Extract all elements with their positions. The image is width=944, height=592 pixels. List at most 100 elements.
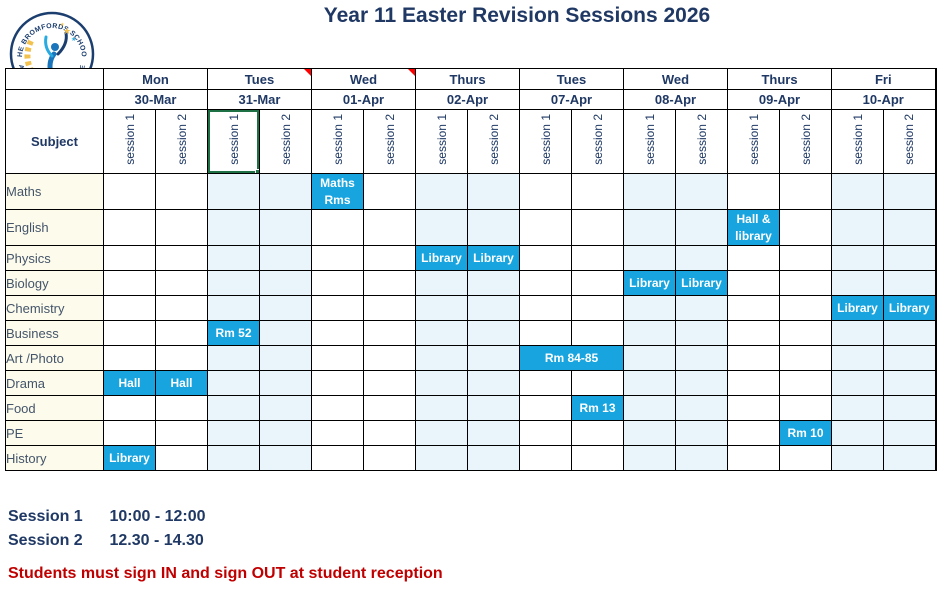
date-header-4[interactable]: 07-Apr (519, 89, 624, 110)
empty-cell[interactable] (363, 370, 416, 396)
empty-cell[interactable] (779, 209, 832, 246)
empty-cell[interactable] (883, 420, 937, 446)
booking-cell[interactable]: Library (883, 295, 937, 321)
empty-cell[interactable] (467, 445, 520, 471)
empty-cell[interactable] (259, 395, 312, 421)
date-header-5[interactable]: 08-Apr (623, 89, 728, 110)
empty-cell[interactable] (363, 245, 416, 271)
booking-cell[interactable]: Library (623, 270, 676, 296)
empty-cell[interactable] (415, 320, 468, 346)
empty-cell[interactable] (311, 395, 364, 421)
empty-cell[interactable] (675, 173, 728, 210)
empty-cell[interactable] (207, 420, 260, 446)
empty-cell[interactable] (883, 345, 937, 371)
empty-cell[interactable] (155, 445, 208, 471)
empty-cell[interactable] (415, 209, 468, 246)
subject-label[interactable]: PE (5, 420, 104, 446)
empty-cell[interactable] (259, 445, 312, 471)
empty-cell[interactable] (571, 445, 624, 471)
empty-cell[interactable] (571, 370, 624, 396)
empty-cell[interactable] (363, 209, 416, 246)
empty-cell[interactable] (415, 445, 468, 471)
empty-cell[interactable] (363, 295, 416, 321)
empty-cell[interactable] (207, 270, 260, 296)
empty-cell[interactable] (519, 370, 572, 396)
empty-cell[interactable] (883, 209, 937, 246)
empty-cell[interactable] (415, 345, 468, 371)
subject-label[interactable]: Drama (5, 370, 104, 396)
empty-cell[interactable] (623, 295, 676, 321)
booking-cell[interactable]: Rm 10 (779, 420, 832, 446)
session-label-cell-day6-s2[interactable]: session 2 (779, 109, 832, 174)
empty-cell[interactable] (727, 320, 780, 346)
booking-cell[interactable]: Library (467, 245, 520, 271)
empty-cell[interactable] (623, 420, 676, 446)
empty-cell[interactable] (207, 445, 260, 471)
empty-cell[interactable] (259, 270, 312, 296)
empty-cell[interactable] (467, 270, 520, 296)
empty-cell[interactable] (207, 395, 260, 421)
subject-label[interactable]: Food (5, 395, 104, 421)
subject-column-header[interactable]: Subject (5, 109, 104, 174)
day-header-4[interactable]: Tues (519, 68, 624, 90)
empty-cell[interactable] (155, 245, 208, 271)
empty-cell[interactable] (311, 295, 364, 321)
empty-cell[interactable] (311, 420, 364, 446)
subject-label[interactable]: Art /Photo (5, 345, 104, 371)
date-header-3[interactable]: 02-Apr (415, 89, 520, 110)
empty-cell[interactable] (311, 270, 364, 296)
empty-cell[interactable] (623, 345, 676, 371)
empty-cell[interactable] (155, 420, 208, 446)
empty-cell[interactable] (467, 345, 520, 371)
empty-cell[interactable] (259, 345, 312, 371)
subject-label[interactable]: English (5, 209, 104, 246)
empty-cell[interactable] (207, 370, 260, 396)
empty-cell[interactable] (103, 270, 156, 296)
date-header-1[interactable]: 31-Mar (207, 89, 312, 110)
empty-cell[interactable] (675, 420, 728, 446)
empty-cell[interactable] (779, 395, 832, 421)
empty-cell[interactable] (467, 420, 520, 446)
empty-cell[interactable] (207, 209, 260, 246)
empty-cell[interactable] (467, 209, 520, 246)
empty-cell[interactable] (519, 173, 572, 210)
empty-cell[interactable] (779, 345, 832, 371)
booking-cell[interactable]: Library (831, 295, 884, 321)
empty-cell[interactable] (103, 295, 156, 321)
empty-cell[interactable] (155, 295, 208, 321)
empty-cell[interactable] (311, 209, 364, 246)
empty-cell[interactable] (519, 245, 572, 271)
empty-cell[interactable] (311, 345, 364, 371)
empty-cell[interactable] (883, 245, 937, 271)
session-label-cell-day0-s2[interactable]: session 2 (155, 109, 208, 174)
empty-cell[interactable] (727, 445, 780, 471)
empty-cell[interactable] (571, 209, 624, 246)
empty-cell[interactable] (623, 209, 676, 246)
empty-cell[interactable] (727, 395, 780, 421)
empty-cell[interactable] (831, 370, 884, 396)
empty-cell[interactable] (207, 245, 260, 271)
session-label-cell-day5-s1[interactable]: session 1 (623, 109, 676, 174)
empty-cell[interactable] (727, 270, 780, 296)
empty-cell[interactable] (779, 270, 832, 296)
empty-cell[interactable] (779, 173, 832, 210)
empty-cell[interactable] (831, 395, 884, 421)
day-header-2[interactable]: Wed (311, 68, 416, 90)
empty-cell[interactable] (831, 420, 884, 446)
empty-cell[interactable] (259, 173, 312, 210)
empty-cell[interactable] (727, 420, 780, 446)
booking-cell[interactable]: Hall (155, 370, 208, 396)
empty-cell[interactable] (415, 395, 468, 421)
empty-cell[interactable] (103, 420, 156, 446)
empty-cell[interactable] (207, 295, 260, 321)
empty-cell[interactable] (259, 420, 312, 446)
empty-cell[interactable] (519, 445, 572, 471)
empty-cell[interactable] (831, 320, 884, 346)
empty-cell[interactable] (675, 245, 728, 271)
session-label-cell-day4-s1[interactable]: session 1 (519, 109, 572, 174)
empty-cell[interactable] (623, 370, 676, 396)
empty-cell[interactable] (363, 345, 416, 371)
session-label-cell-day2-s1[interactable]: session 1 (311, 109, 364, 174)
session-label-cell-day3-s2[interactable]: session 2 (467, 109, 520, 174)
empty-cell[interactable] (623, 445, 676, 471)
